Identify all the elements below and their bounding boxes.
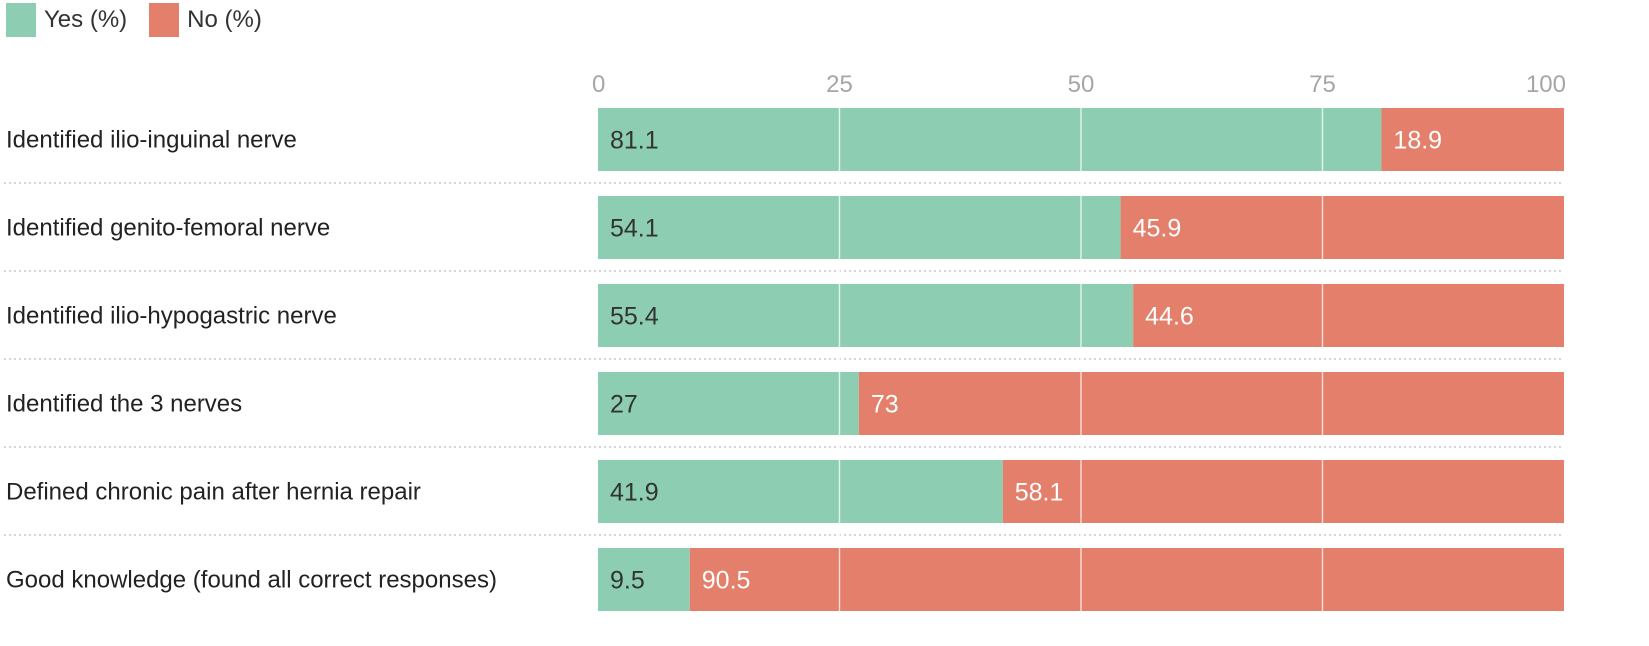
bar-no[interactable] xyxy=(1120,196,1564,259)
x-tick-label: 100 xyxy=(1526,71,1566,98)
bar-no[interactable] xyxy=(1381,108,1564,171)
legend: Yes (%) No (%) xyxy=(6,2,262,38)
legend-label-yes: Yes (%) xyxy=(44,6,128,33)
value-label-yes: 54.1 xyxy=(610,215,659,243)
category-label: Identified ilio-inguinal nerve xyxy=(6,127,297,154)
bar-yes[interactable] xyxy=(598,460,1003,523)
category-label: Defined chronic pain after hernia repair xyxy=(6,479,421,506)
bar-yes[interactable] xyxy=(598,372,859,435)
legend-swatch-yes xyxy=(6,3,36,37)
bar-no[interactable] xyxy=(1002,460,1564,523)
category-label: Good knowledge (found all correct respon… xyxy=(6,567,497,594)
value-label-no: 18.9 xyxy=(1393,127,1442,155)
bar-yes[interactable] xyxy=(598,548,690,611)
category-label: Identified the 3 nerves xyxy=(6,391,242,418)
value-label-yes: 27 xyxy=(610,391,638,419)
value-label-yes: 55.4 xyxy=(610,303,659,331)
bar-no[interactable] xyxy=(689,548,1564,611)
value-label-no: 73 xyxy=(871,391,899,419)
category-label: Identified genito-femoral nerve xyxy=(6,215,330,242)
x-tick-label: 25 xyxy=(826,71,853,98)
legend-swatch-no xyxy=(149,3,180,37)
category-label: Identified ilio-hypogastric nerve xyxy=(6,303,337,330)
x-tick-label: 0 xyxy=(592,71,605,98)
x-tick-label: 50 xyxy=(1068,71,1095,98)
bar-yes[interactable] xyxy=(598,108,1382,171)
value-label-no: 45.9 xyxy=(1133,215,1182,243)
x-tick-label: 75 xyxy=(1309,71,1336,98)
legend-item-no[interactable]: No (%) xyxy=(149,3,262,37)
bar-no[interactable] xyxy=(858,372,1564,435)
value-label-yes: 81.1 xyxy=(610,127,659,155)
legend-label-no: No (%) xyxy=(187,6,262,33)
bar-no[interactable] xyxy=(1133,284,1564,347)
value-label-no: 58.1 xyxy=(1015,479,1064,507)
value-label-no: 44.6 xyxy=(1145,303,1194,331)
bar-yes[interactable] xyxy=(598,284,1134,347)
value-label-yes: 41.9 xyxy=(610,479,659,507)
bar-yes[interactable] xyxy=(598,196,1121,259)
value-label-no: 90.5 xyxy=(702,567,751,595)
legend-item-yes[interactable]: Yes (%) xyxy=(6,3,127,37)
value-label-yes: 9.5 xyxy=(610,567,645,595)
